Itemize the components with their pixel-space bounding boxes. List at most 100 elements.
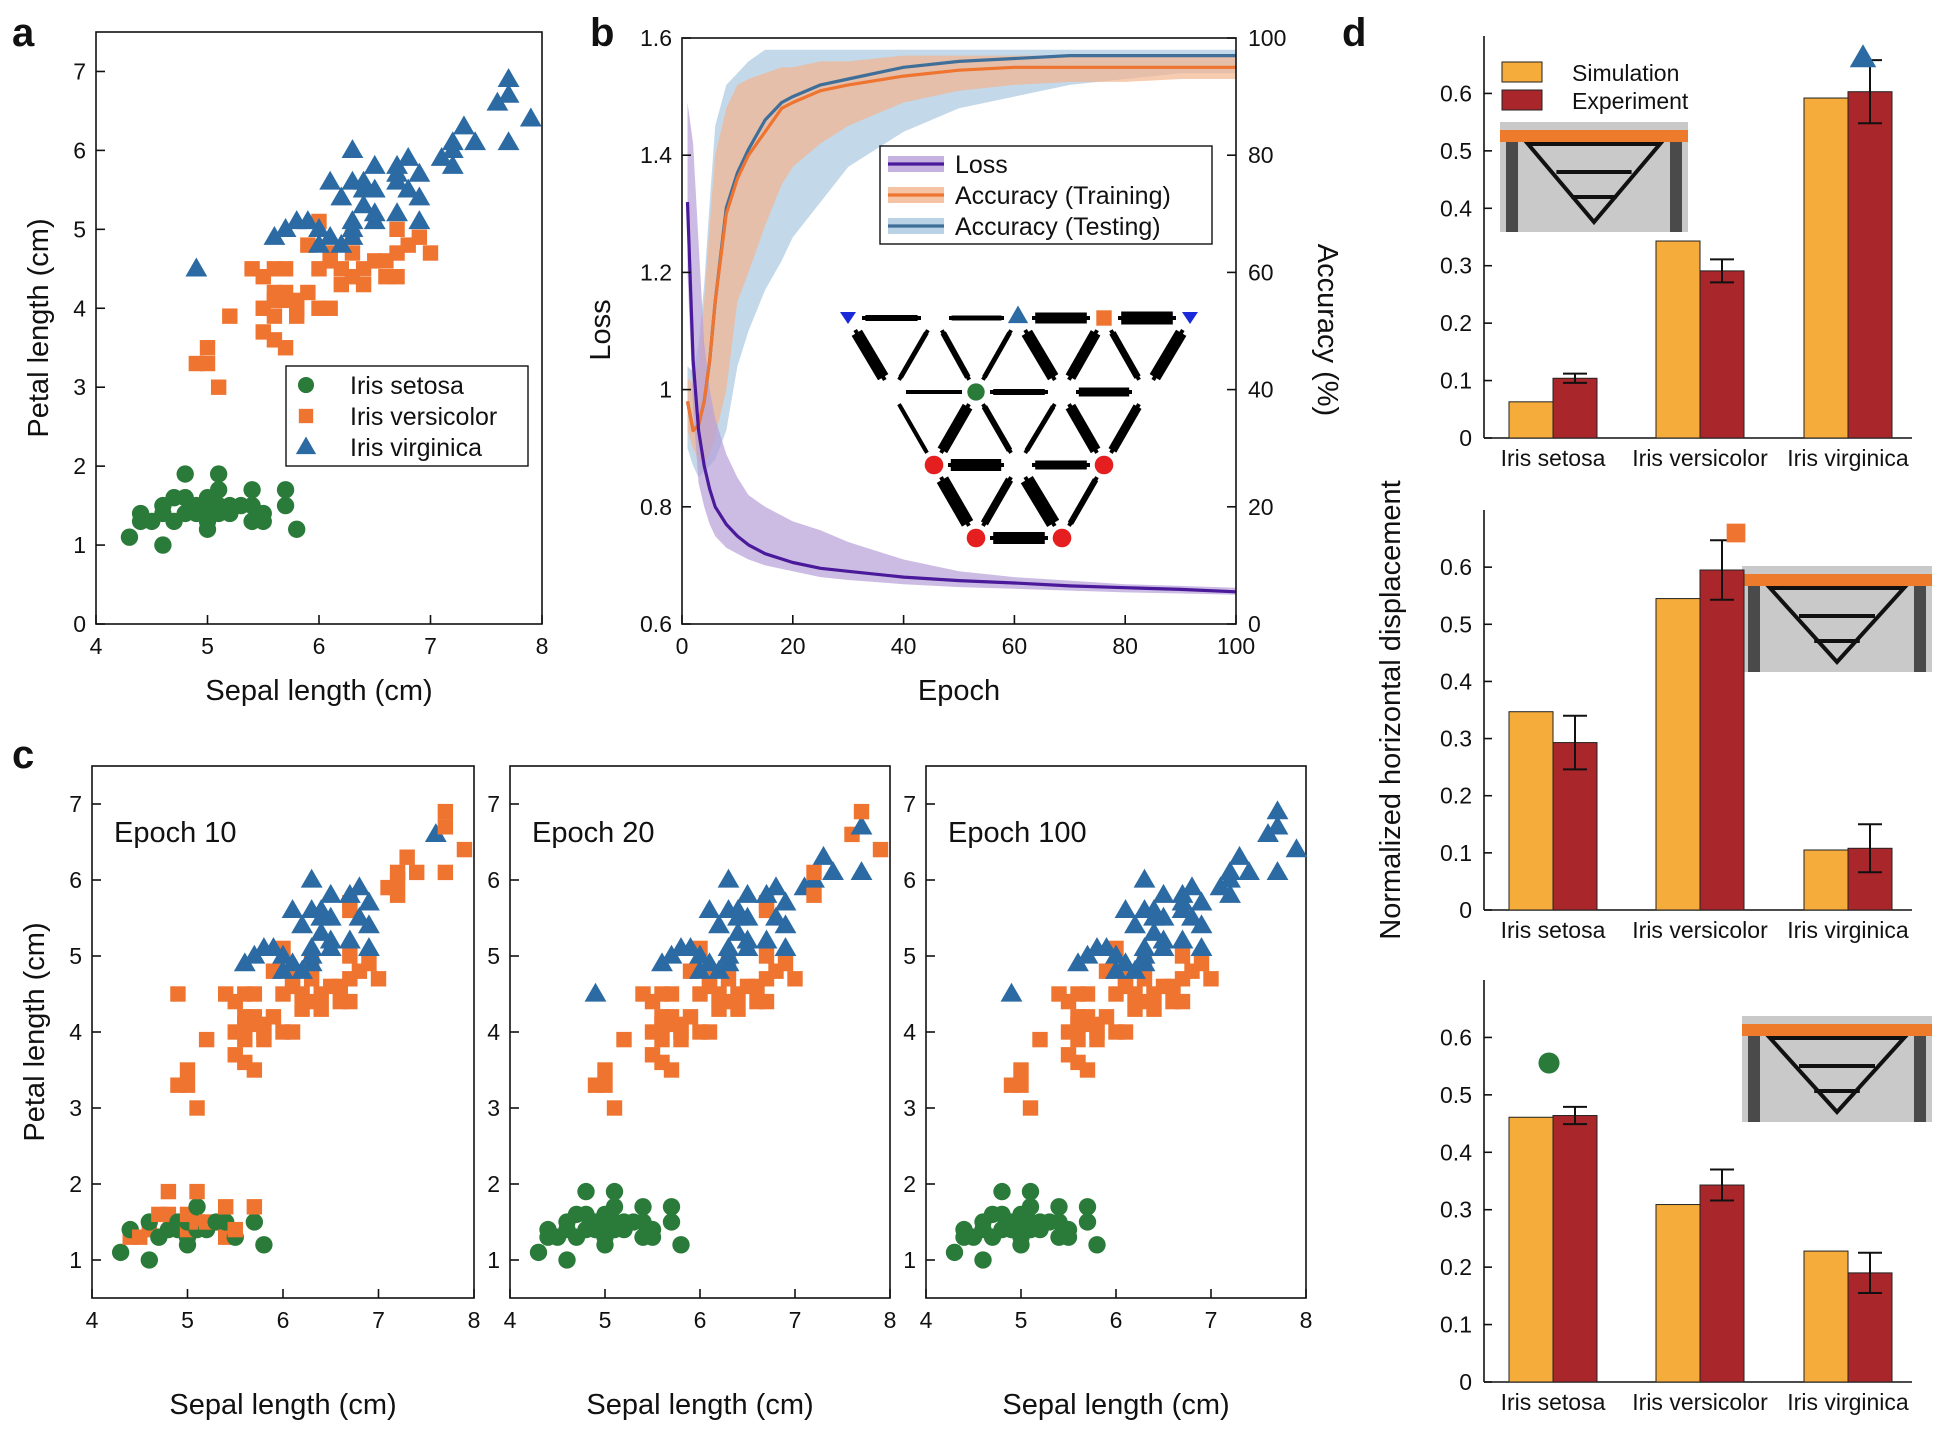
- data-point-square: [422, 245, 439, 261]
- data-point-triangle: [424, 823, 447, 843]
- data-point-triangle: [497, 68, 520, 88]
- y-tick-label: 3: [69, 1095, 82, 1121]
- data-point-triangle: [1190, 914, 1213, 934]
- bar-experiment: [1699, 569, 1745, 911]
- data-point-triangle: [330, 186, 353, 206]
- data-point-circle: [529, 1243, 548, 1262]
- x-tick-label: 80: [1112, 633, 1138, 659]
- data-point-triangle: [291, 914, 314, 934]
- bar-simulation: [1655, 1204, 1701, 1383]
- data-point-square: [218, 1199, 234, 1215]
- y-tick-label: 5: [73, 216, 86, 242]
- x-tick-label: 100: [1217, 633, 1255, 659]
- device-photo-inset: [1742, 1016, 1932, 1122]
- data-point-square: [370, 971, 387, 987]
- y-tick-label: 7: [73, 58, 86, 84]
- bar-experiment: [1552, 377, 1598, 439]
- panel-label-d: d: [1342, 11, 1366, 55]
- data-point-circle: [993, 1182, 1011, 1201]
- y-tick-label: 1: [69, 1247, 82, 1273]
- y-tick-label: 4: [903, 1019, 916, 1045]
- y-tick-label: 0.6: [640, 611, 672, 637]
- bar-simulation: [1508, 711, 1554, 911]
- data-point-square: [266, 308, 283, 324]
- lattice-bar-thick: [937, 403, 973, 454]
- data-point-square: [300, 284, 316, 301]
- data-point-circle: [643, 1220, 662, 1239]
- data-point-triangle: [300, 868, 323, 888]
- data-point-square: [322, 300, 338, 316]
- data-point-triangle: [1114, 899, 1137, 919]
- data-point-square: [246, 1199, 263, 1215]
- legend-entry: Iris setosa: [350, 372, 464, 400]
- photo-orange-beam: [1742, 1024, 1932, 1036]
- data-point-triangle: [310, 921, 333, 941]
- data-point-square: [787, 971, 803, 987]
- panel-c-subplot-1: 4 5 6 7 8 1 2 3 4 5 6 7 Sepal length (cm) Epoch 10: [69, 765, 480, 1421]
- legend: Loss Accuracy (Training) Accuracy (Testing…: [879, 145, 1213, 245]
- y-tick-label: 2: [903, 1171, 916, 1197]
- bar-simulation: [1655, 240, 1701, 439]
- bar-simulation: [1655, 598, 1701, 911]
- data-point-circle: [243, 481, 261, 499]
- target-class-marker: [1538, 1052, 1560, 1074]
- data-point-circle: [634, 1198, 652, 1216]
- bar-experiment: [1699, 270, 1745, 439]
- legend-marker: [295, 436, 317, 455]
- data-point-triangle: [1266, 861, 1289, 881]
- y-tick-label: 1.2: [640, 259, 672, 285]
- data-point-circle: [1059, 1220, 1078, 1239]
- lattice-bar-thick: [1020, 475, 1060, 528]
- data-point-triangle: [274, 218, 297, 237]
- x-category-label: Iris setosa: [1501, 1389, 1606, 1415]
- data-point-triangle: [736, 906, 759, 926]
- data-point-square: [806, 887, 822, 903]
- plot-frame: [681, 37, 1237, 625]
- lattice-node-marker: [840, 312, 856, 324]
- data-point-square: [663, 986, 680, 1002]
- x-tick-label: 5: [201, 633, 214, 659]
- x-tick-label: 4: [86, 1307, 99, 1333]
- photo-right-post: [1670, 142, 1682, 232]
- data-point-triangle: [348, 906, 371, 926]
- data-point-square: [246, 986, 263, 1002]
- panel-d-bar-subplot-2: 0 0.1 0.2 0.3 0.4 0.5 0.6 Iris setosa Iris versi…: [1440, 510, 1932, 943]
- data-point-square: [199, 355, 216, 372]
- y-tick-label: 5: [69, 943, 82, 969]
- data-point-square: [313, 1001, 329, 1017]
- y-axis-label: Petal length (cm): [23, 218, 55, 437]
- data-point-triangle: [774, 937, 797, 957]
- data-point-square: [237, 1031, 253, 1048]
- data-point-triangle: [736, 929, 759, 949]
- x-tick-label: 8: [1300, 1307, 1313, 1333]
- data-point-triangle: [689, 944, 711, 964]
- data-point-triangle: [263, 225, 286, 245]
- photo-left-post: [1506, 142, 1518, 232]
- x-axis-label: Sepal length (cm): [586, 1389, 813, 1421]
- x-axis-label: Sepal length (cm): [1002, 1389, 1229, 1421]
- data-point-square: [1203, 971, 1219, 987]
- data-point-square: [222, 308, 238, 324]
- lattice-node-marker: [1182, 312, 1198, 324]
- data-point-circle: [662, 1198, 681, 1216]
- y-right-tick-label: 80: [1248, 142, 1274, 168]
- epoch-label: Epoch 20: [532, 817, 655, 849]
- data-point-triangle: [850, 861, 873, 881]
- lattice-network-inset: [840, 305, 1198, 548]
- data-point-circle: [558, 1251, 576, 1269]
- data-point-circle: [1021, 1198, 1040, 1216]
- data-point-triangle: [736, 883, 759, 903]
- data-point-circle: [254, 504, 272, 523]
- data-point-triangle: [281, 952, 304, 972]
- data-point-square: [1079, 1062, 1096, 1078]
- legend-swatch-experiment: [1501, 89, 1543, 111]
- data-point-square: [437, 803, 454, 820]
- data-point-square: [1070, 1031, 1086, 1048]
- data-point-triangle: [679, 937, 702, 957]
- device-photo-inset: [1742, 566, 1932, 672]
- data-point-triangle: [486, 91, 509, 111]
- x-tick-label: 5: [599, 1307, 612, 1333]
- data-point-square: [1022, 1100, 1039, 1116]
- photo-orange-beam: [1742, 574, 1932, 586]
- data-point-triangle: [1219, 861, 1241, 881]
